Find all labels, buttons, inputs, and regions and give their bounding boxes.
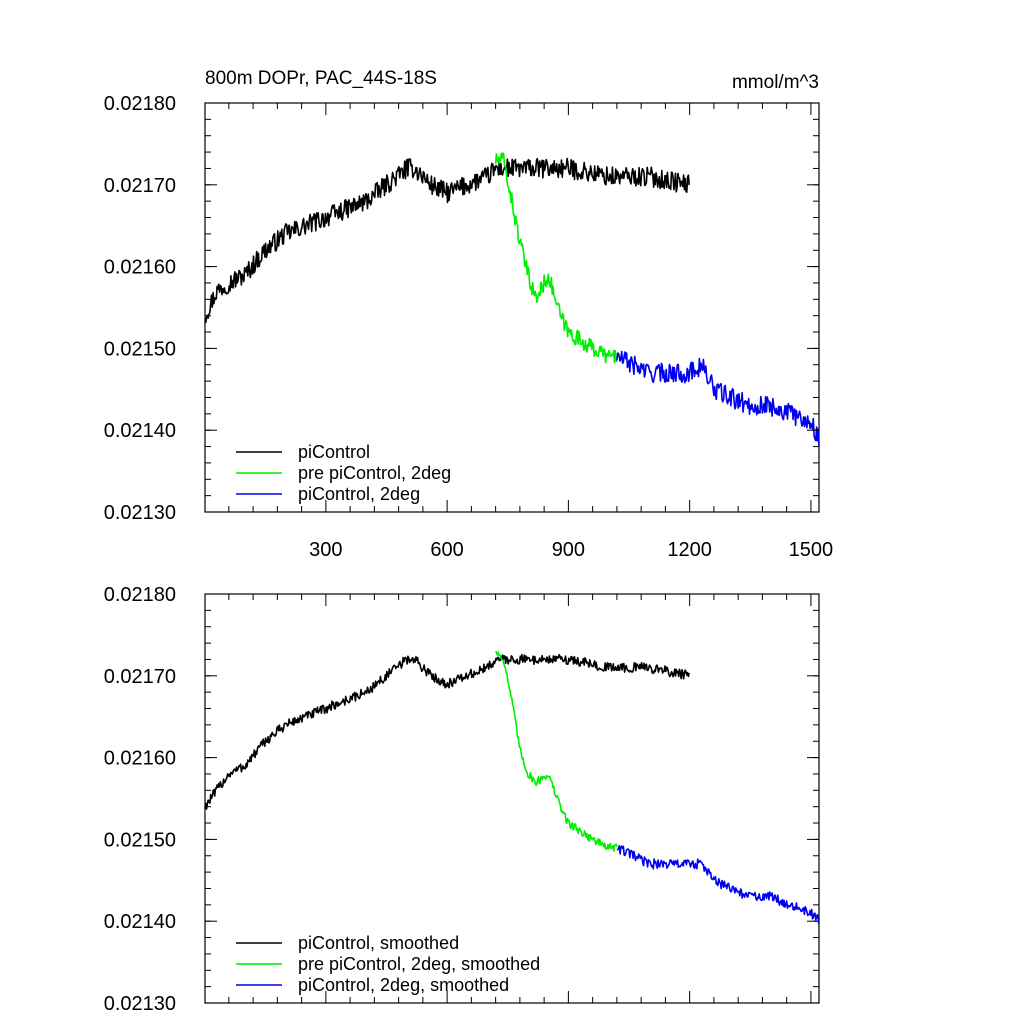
series-line-picontrol-2deg-smoothed bbox=[616, 844, 820, 925]
top-panel: 0.02130 0.02140 0.02150 0.02160 0.02170 0.021… bbox=[104, 68, 833, 561]
top-plot-frame bbox=[204, 102, 820, 513]
y-tick-label: 0.02140 bbox=[104, 420, 176, 442]
y-tick-label: 0.02160 bbox=[104, 748, 176, 770]
series-line-picontrol bbox=[204, 157, 690, 324]
top-plot-ticks: 0.02130 0.02140 0.02150 0.02160 0.02170 0.021… bbox=[104, 93, 833, 561]
series-line-pre-picontrol-2deg bbox=[494, 152, 618, 364]
series-line-pre-picontrol-2deg-smoothed bbox=[494, 651, 618, 852]
y-tick-label: 0.02130 bbox=[104, 502, 176, 524]
y-tick-label: 0.02160 bbox=[104, 257, 176, 279]
top-title-left: 800m DOPr, PAC_44S-18S bbox=[205, 68, 437, 89]
series-line-picontrol-2deg bbox=[616, 350, 820, 447]
y-tick-label: 0.02170 bbox=[104, 175, 176, 197]
series-line-picontrol-smoothed bbox=[204, 653, 690, 810]
y-tick-label: 0.02150 bbox=[104, 829, 176, 851]
y-tick-label: 0.02180 bbox=[104, 93, 176, 115]
y-tick-label: 0.02140 bbox=[104, 911, 176, 933]
legend-label: pre piControl, 2deg, smoothed bbox=[298, 954, 540, 974]
legend-label: piControl, 2deg, smoothed bbox=[298, 975, 509, 995]
x-tick-label: 900 bbox=[552, 539, 585, 561]
legend-label: piControl bbox=[298, 442, 370, 462]
bottom-panel: 0.02130 0.02140 0.02150 0.02160 0.02170 0.021… bbox=[104, 584, 820, 1015]
legend-label: piControl, 2deg bbox=[298, 484, 420, 504]
legend-label: piControl, smoothed bbox=[298, 933, 459, 953]
bottom-plot-lines bbox=[204, 651, 820, 925]
y-tick-label: 0.02170 bbox=[104, 666, 176, 688]
x-tick-label: 1200 bbox=[667, 539, 712, 561]
top-title-right: mmol/m^3 bbox=[732, 72, 819, 93]
y-tick-label: 0.02150 bbox=[104, 338, 176, 360]
bottom-plot-ticks: 0.02130 0.02140 0.02150 0.02160 0.02170 0.021… bbox=[104, 584, 819, 1015]
x-tick-label: 1500 bbox=[789, 539, 834, 561]
x-tick-label: 600 bbox=[430, 539, 463, 561]
top-plot-lines bbox=[204, 152, 820, 447]
legend-label: pre piControl, 2deg bbox=[298, 463, 451, 483]
x-tick-label: 300 bbox=[309, 539, 342, 561]
bottom-plot-frame bbox=[204, 593, 820, 1004]
y-tick-label: 0.02130 bbox=[104, 993, 176, 1015]
y-tick-label: 0.02180 bbox=[104, 584, 176, 606]
